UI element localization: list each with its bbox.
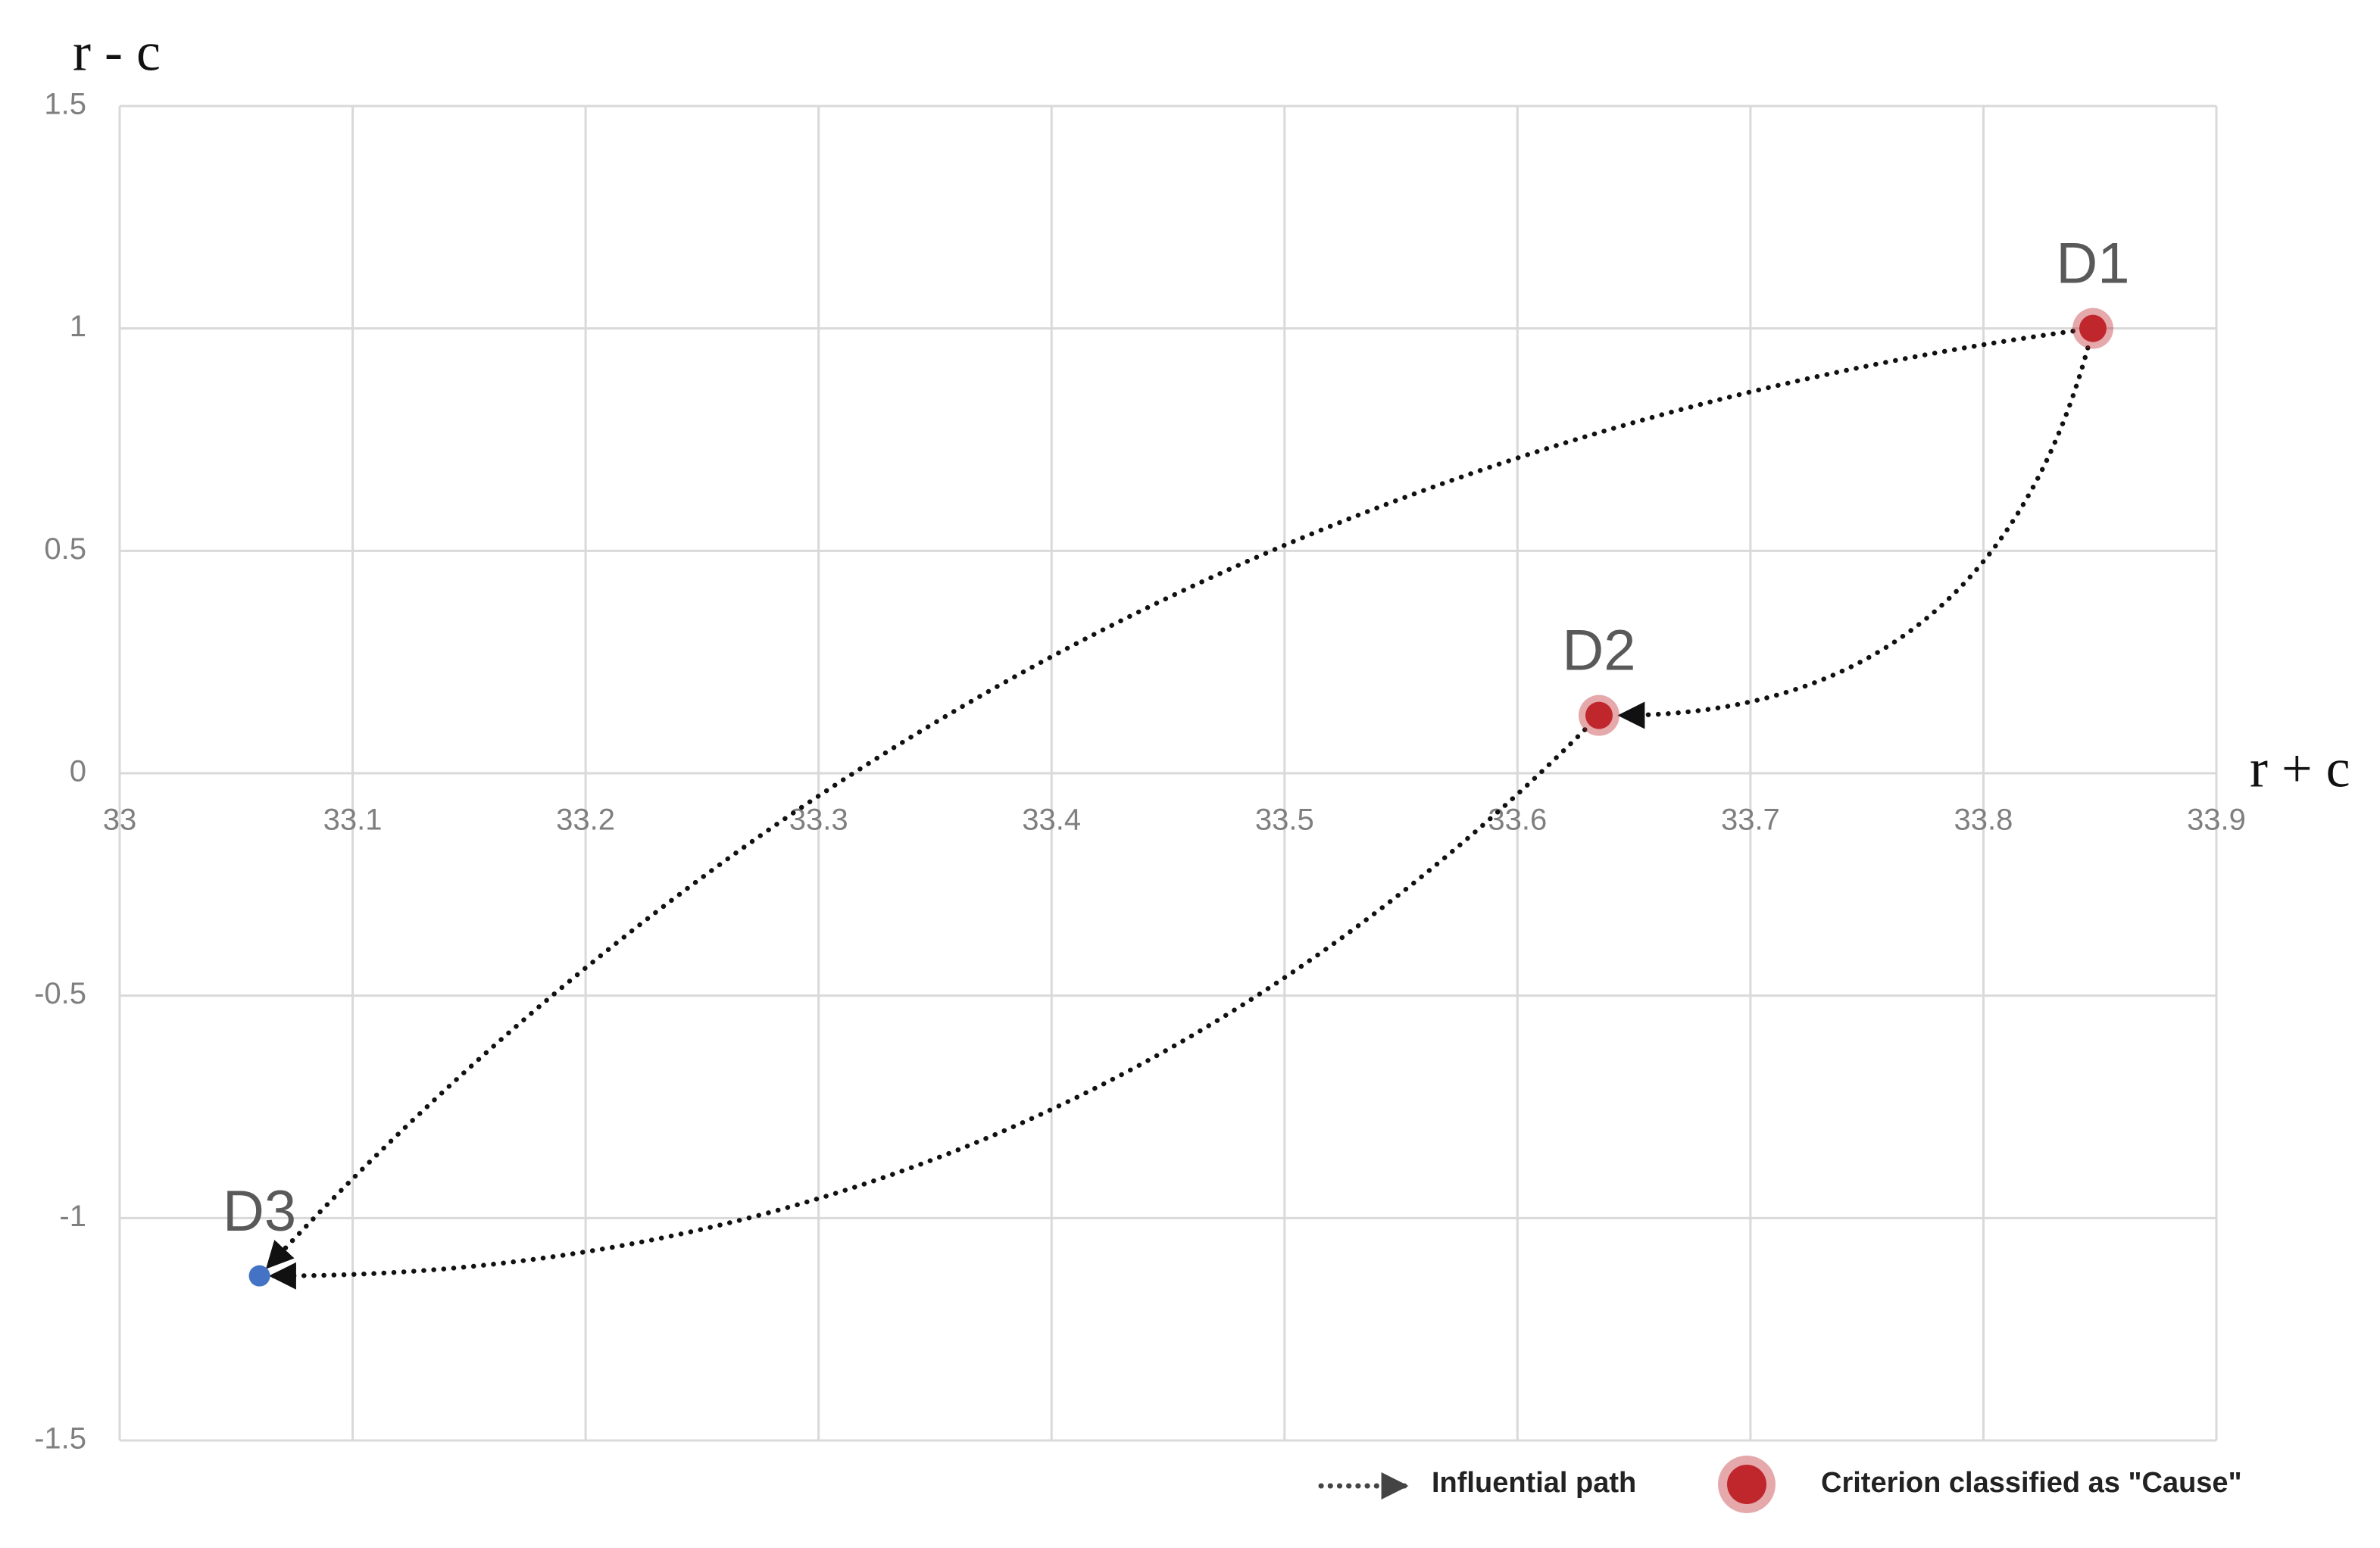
y-tick-label: 1.5 xyxy=(44,88,86,121)
point xyxy=(2079,314,2107,342)
x-tick-label: 33.8 xyxy=(1954,804,2013,837)
y-tick-label: -1.5 xyxy=(34,1422,86,1456)
grid: 33 33.1 33.2 33.3 33.4 33.5 33.6 33.7 33.8 33.9 -1… xyxy=(34,88,2246,1456)
y-tick-label: -1 xyxy=(59,1200,86,1233)
x-tick-label: 33.5 xyxy=(1255,804,1314,837)
x-tick-label: 33 xyxy=(103,804,137,837)
paths xyxy=(265,326,2096,1290)
point xyxy=(248,1265,270,1287)
legend-path-label: Influential path xyxy=(1432,1467,1636,1499)
x-tick-label: 33.7 xyxy=(1721,804,1780,837)
influential-path xyxy=(265,326,2096,1270)
y-tick-label: 0 xyxy=(70,755,86,788)
x-tick-label: 33.3 xyxy=(789,804,848,837)
y-tick-label: -0.5 xyxy=(34,977,86,1010)
influential-path xyxy=(1617,326,2096,729)
legend-symbol xyxy=(1727,1465,1766,1504)
point xyxy=(1585,701,1613,729)
marks: D1 D2 D3 xyxy=(223,232,2130,1287)
point-label: D1 xyxy=(2056,232,2129,296)
x-tick-label: 33.1 xyxy=(323,804,383,837)
legend-label: Criterion classified as "Cause" xyxy=(1821,1467,2242,1499)
x-axis-title: r + c xyxy=(2250,738,2350,799)
y-axis-title: r - c xyxy=(73,22,161,83)
y-tick-label: 0.5 xyxy=(44,532,86,566)
point-label: D3 xyxy=(223,1179,296,1244)
y-tick-label: 1 xyxy=(70,310,86,343)
legend: Influential path Criterion classified as… xyxy=(1318,1456,2242,1513)
x-tick-label: 33.9 xyxy=(2187,804,2246,837)
x-tick-label: 33.6 xyxy=(1488,804,1547,837)
x-tick-label: 33.4 xyxy=(1022,804,1081,837)
x-tick-label: 33.2 xyxy=(556,804,615,837)
point-label: D2 xyxy=(1562,619,1635,683)
influential-path xyxy=(268,713,1602,1290)
